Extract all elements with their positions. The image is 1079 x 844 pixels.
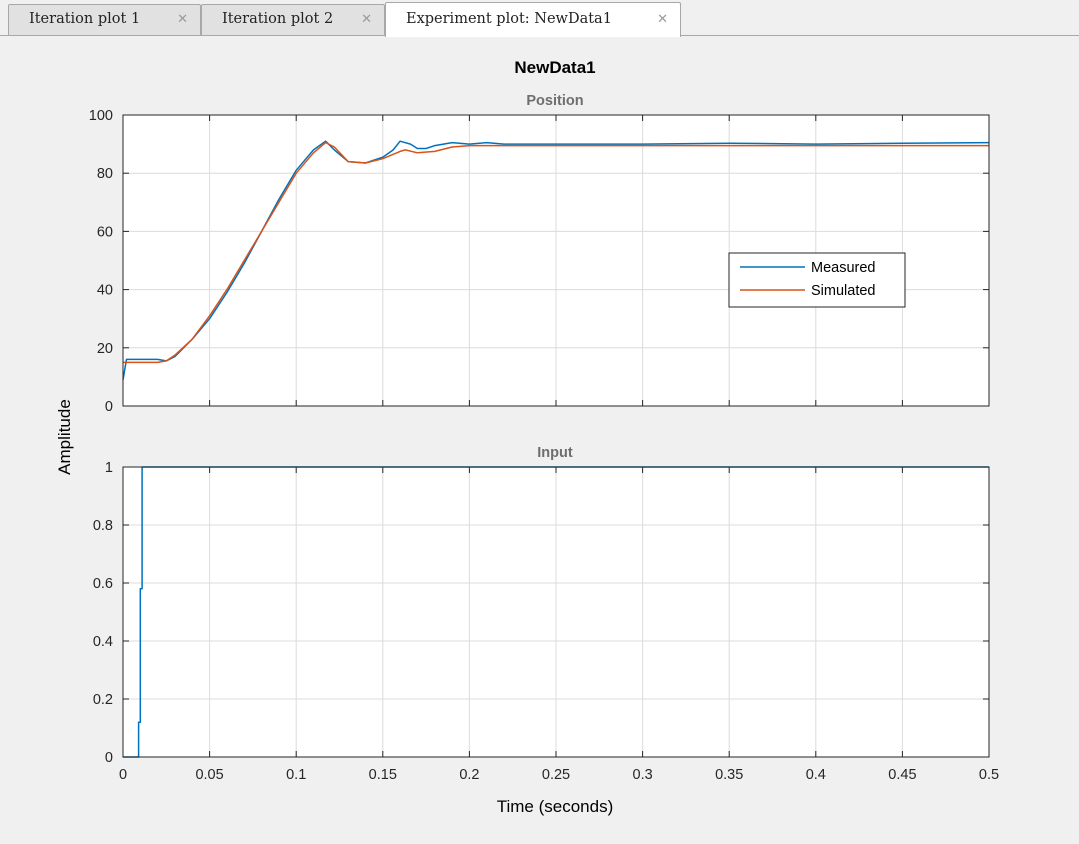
y-tick-label: 60 (97, 224, 113, 240)
tab-label: Iteration plot 2 (222, 11, 334, 27)
x-axis-label: Time (seconds) (497, 797, 614, 816)
x-tick-label: 0.35 (715, 767, 743, 783)
x-tick-label: 0.25 (542, 767, 570, 783)
close-icon[interactable]: ✕ (361, 12, 372, 27)
legend-label-simulated: Simulated (811, 283, 875, 299)
tab-iteration-plot-1[interactable]: Iteration plot 1 ✕ (8, 4, 201, 35)
tab-label: Experiment plot: NewData1 (406, 11, 612, 27)
x-tick-labels: 0 0.05 0.1 0.15 0.2 0.25 0.3 0.35 0.4 0.45 0.5 (119, 767, 999, 783)
y-tick-label: 0.6 (93, 576, 113, 592)
chart-figure: NewData1 Amplitude Time (seconds) Positi… (55, 58, 999, 816)
x-tick-label: 0.2 (459, 767, 479, 783)
y-tick-label: 0 (105, 399, 113, 415)
x-tick-label: 0.3 (633, 767, 653, 783)
subplot-title-position: Position (526, 93, 583, 109)
y-axis-label: Amplitude (55, 399, 74, 475)
chart-title: NewData1 (514, 58, 595, 77)
y-tick-label: 100 (89, 108, 113, 124)
subplot-title-input: Input (537, 445, 573, 461)
tab-label: Iteration plot 1 (29, 11, 141, 27)
subplot-input: 0 0.2 0.4 0.6 0.8 1 (93, 460, 990, 766)
tab-iteration-plot-2[interactable]: Iteration plot 2 ✕ (201, 4, 385, 35)
legend-label-measured: Measured (811, 260, 875, 276)
close-icon[interactable]: ✕ (177, 12, 188, 27)
y-tick-label: 0 (105, 750, 113, 766)
y-tick-label: 0.2 (93, 692, 113, 708)
legend: Measured Simulated (728, 252, 906, 308)
figure-area: NewData1 Amplitude Time (seconds) Positi… (0, 36, 1079, 844)
axes-box (122, 466, 990, 758)
legend-box (728, 252, 906, 308)
axes-box (122, 114, 990, 407)
x-tick-label: 0.15 (369, 767, 397, 783)
x-tick-label: 0.05 (195, 767, 223, 783)
tab-experiment-plot-newdata1[interactable]: Experiment plot: NewData1 ✕ (385, 2, 681, 37)
x-tick-label: 0 (119, 767, 127, 783)
y-tick-label: 1 (105, 460, 113, 476)
y-tick-label: 0.8 (93, 518, 113, 534)
x-tick-label: 0.1 (286, 767, 306, 783)
series-line-simulated (123, 141, 989, 364)
y-tick-label: 20 (97, 341, 113, 357)
y-tick-label: 80 (97, 166, 113, 182)
tab-bar: Iteration plot 1 ✕ Iteration plot 2 ✕ Ex… (0, 0, 1079, 37)
x-tick-label: 0.45 (888, 767, 916, 783)
x-tick-label: 0.4 (806, 767, 826, 783)
y-tick-label: 40 (97, 283, 113, 299)
close-icon[interactable]: ✕ (657, 12, 668, 27)
x-tick-label: 0.5 (979, 767, 999, 783)
y-tick-label: 0.4 (93, 634, 113, 650)
subplot-position: 0 20 40 60 80 100 (89, 108, 990, 415)
